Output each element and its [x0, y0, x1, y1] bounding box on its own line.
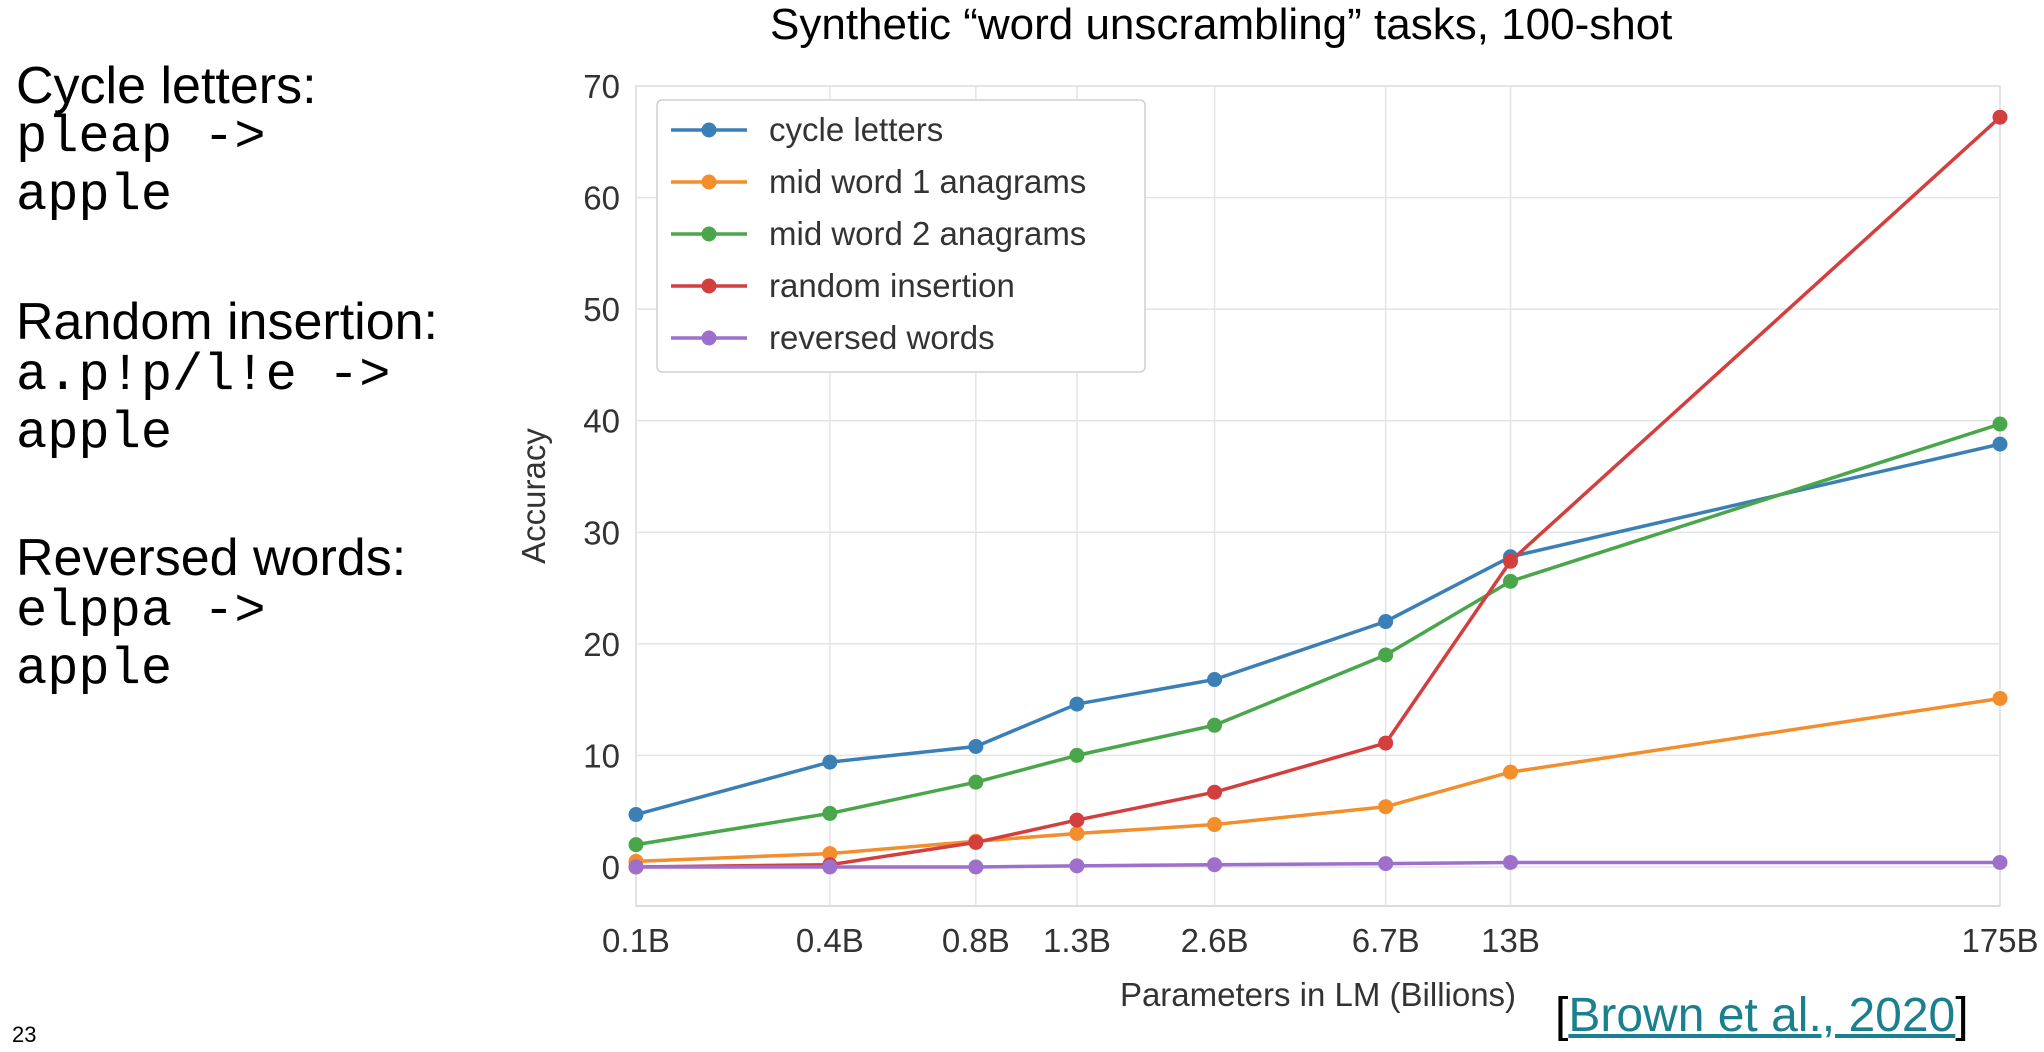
y-axis-label: Accuracy [515, 428, 552, 564]
y-tick-label: 0 [602, 849, 620, 886]
citation-close-bracket: ] [1955, 989, 1969, 1042]
data-point-mid-word-2-anagrams [1992, 416, 2008, 432]
example-output: apple [16, 166, 173, 225]
data-point-mid-word-2-anagrams [628, 837, 644, 853]
x-axis-label: Parameters in LM (Billions) [1120, 976, 1516, 1013]
data-point-mid-word-1-anagrams [1378, 799, 1394, 815]
data-point-reversed-words [1992, 854, 2008, 870]
data-point-reversed-words [822, 859, 838, 875]
data-point-mid-word-2-anagrams [968, 774, 984, 790]
series-line-cycle-letters [635, 442, 2001, 817]
series-line-mid-word-1-anagrams [635, 696, 2001, 864]
legend-marker [701, 122, 717, 138]
data-point-mid-word-1-anagrams [1069, 825, 1085, 841]
data-point-cycle-letters [628, 807, 644, 823]
x-tick-label: 2.6B [1181, 922, 1249, 959]
data-point-mid-word-1-anagrams [1207, 817, 1223, 833]
data-point-mid-word-2-anagrams [1502, 573, 1518, 589]
example-input: elppa -> [16, 582, 266, 641]
x-tick-label: 13B [1481, 922, 1540, 959]
data-point-cycle-letters [1207, 672, 1223, 688]
data-point-random-insertion [1502, 553, 1518, 569]
citation: [Brown et al., 2020] [1555, 988, 1969, 1043]
x-tick-label: 0.4B [796, 922, 864, 959]
example-output: apple [16, 640, 173, 699]
data-point-cycle-letters [1378, 614, 1394, 630]
data-point-reversed-words [1069, 858, 1085, 874]
x-tick-label: 1.3B [1043, 922, 1111, 959]
legend-marker [701, 174, 717, 190]
data-point-cycle-letters [968, 738, 984, 754]
legend-entry: mid word 1 anagrams [769, 163, 1086, 200]
y-tick-label: 20 [583, 626, 620, 663]
data-point-reversed-words [1378, 856, 1394, 872]
x-tick-label: 0.8B [942, 922, 1010, 959]
data-point-mid-word-1-anagrams [822, 846, 838, 862]
data-point-cycle-letters [1069, 696, 1085, 712]
y-tick-label: 70 [583, 68, 620, 105]
x-tick-label: 0.1B [602, 922, 670, 959]
series-line-reversed-words [636, 860, 2000, 869]
example-output: apple [16, 404, 173, 463]
data-point-mid-word-1-anagrams [1502, 764, 1518, 780]
chart-title: Synthetic “word unscrambling” tasks, 100… [770, 0, 1673, 49]
legend-marker [701, 226, 717, 242]
data-point-reversed-words [968, 859, 984, 875]
example-input: pleap -> [16, 108, 266, 167]
data-point-random-insertion [968, 834, 984, 850]
legend-entry: mid word 2 anagrams [769, 215, 1086, 252]
data-point-reversed-words [1502, 854, 1518, 870]
data-point-mid-word-2-anagrams [1207, 717, 1223, 733]
data-point-cycle-letters [822, 754, 838, 770]
data-point-mid-word-2-anagrams [1069, 747, 1085, 763]
x-tick-label: 6.7B [1352, 922, 1420, 959]
data-point-reversed-words [628, 859, 644, 875]
legend-entry: reversed words [769, 319, 995, 356]
data-point-mid-word-2-anagrams [822, 805, 838, 821]
citation-link[interactable]: Brown et al., 2020 [1568, 989, 1956, 1042]
x-tick-label: 175B [1961, 922, 2038, 959]
data-point-mid-word-1-anagrams [1992, 690, 2008, 706]
y-tick-label: 40 [583, 403, 620, 440]
example-input: a.p!p/l!e -> [16, 346, 391, 405]
data-point-random-insertion [1378, 735, 1394, 751]
slide-number: 23 [12, 1022, 37, 1047]
y-tick-label: 50 [583, 291, 620, 328]
legend-entry: random insertion [769, 267, 1015, 304]
data-point-reversed-words [1207, 857, 1223, 873]
legend-box [656, 99, 1146, 373]
series-line-random-insertion [635, 115, 2002, 869]
citation-open-bracket: [ [1555, 989, 1569, 1042]
example-heading: Random insertion: [16, 293, 438, 351]
y-tick-label: 10 [583, 737, 620, 774]
legend-marker [701, 330, 717, 346]
data-point-random-insertion [1207, 784, 1223, 800]
example-heading: Cycle letters: [16, 57, 317, 115]
data-point-random-insertion [1992, 109, 2008, 125]
data-point-cycle-letters [1992, 436, 2008, 452]
legend-marker [701, 278, 717, 294]
y-tick-label: 60 [583, 180, 620, 217]
y-tick-label: 30 [583, 514, 620, 551]
legend-entry: cycle letters [769, 111, 943, 148]
data-point-mid-word-2-anagrams [1378, 647, 1394, 663]
example-heading: Reversed words: [16, 529, 407, 587]
data-point-random-insertion [1069, 812, 1085, 828]
